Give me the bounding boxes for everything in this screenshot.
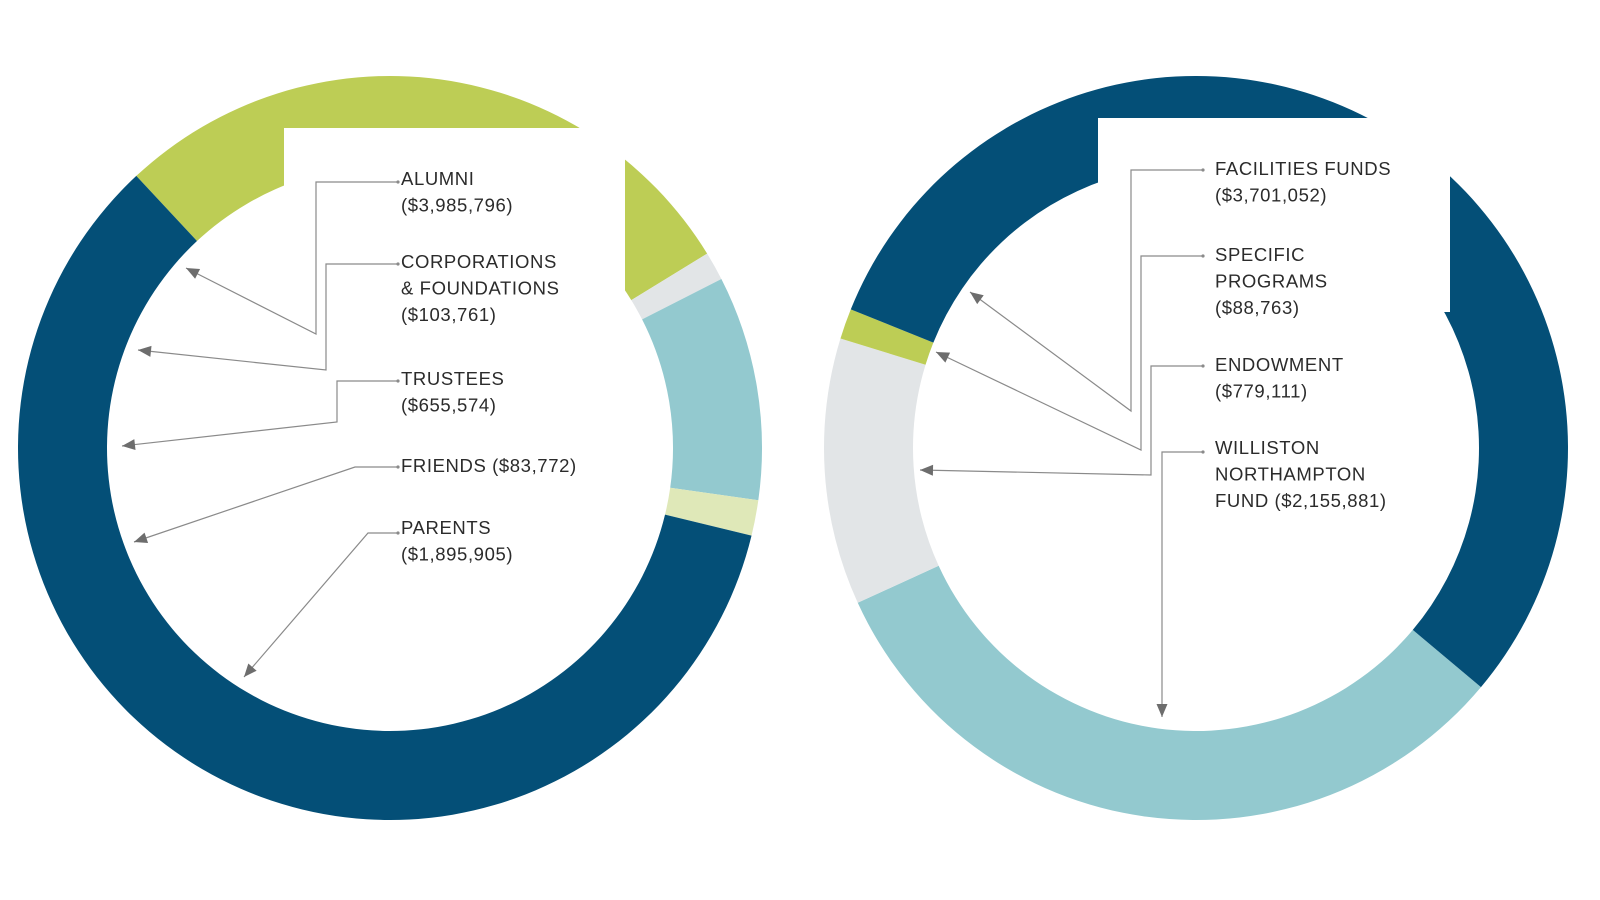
leader-line-facilities-funds: [969, 169, 1203, 413]
slice-trustees: [642, 278, 762, 501]
leader-line-williston-northampton-fund: [1161, 451, 1203, 717]
leader-dot: [1201, 450, 1205, 454]
label-line: & FOUNDATIONS: [401, 278, 560, 299]
label-line: ENDOWMENT: [1215, 354, 1344, 375]
slice-friends: [631, 253, 722, 320]
leader-dot: [396, 379, 400, 383]
label-line: ($88,763): [1215, 297, 1300, 318]
label-corporations-and-foundations: CORPORATIONS & FOUNDATIONS ($103,761): [401, 251, 560, 325]
label-line: CORPORATIONS: [401, 251, 557, 272]
arrowhead-friends: [134, 532, 149, 544]
leader-dot: [1201, 254, 1205, 258]
slice-corporations-and-foundations: [665, 487, 759, 536]
leader-dot: [396, 262, 400, 266]
label-friends: FRIENDS ($83,772): [401, 455, 577, 476]
arrowhead-trustees: [122, 439, 136, 451]
donut-chart-gift-designations: FACILITIES FUNDS ($3,701,052) SPECIFIC PROG…: [824, 75, 1569, 820]
label-line: TRUSTEES: [401, 368, 504, 389]
arrowhead-williston-northampton-fund: [1156, 704, 1168, 717]
slice-specific-programs: [840, 309, 934, 365]
label-line: NORTHAMPTON: [1215, 464, 1366, 485]
label-parents: PARENTS ($1,895,905): [401, 517, 513, 565]
leader-dot: [1201, 364, 1205, 368]
label-line: ALUMNI: [401, 168, 475, 189]
leader-line-endowment: [919, 365, 1203, 476]
label-line: FACILITIES FUNDS: [1215, 158, 1391, 179]
leader-dot: [396, 465, 400, 469]
label-line: ($1,895,905): [401, 544, 513, 565]
label-endowment: ENDOWMENT ($779,111): [1215, 354, 1344, 402]
arrowhead-facilities-funds: [970, 292, 984, 305]
label-line: ($103,761): [401, 304, 496, 325]
leader-line-friends: [133, 466, 398, 543]
donut-chart-gift-sources: ALUMNI ($3,985,796) CORPORATIONS & FOUNDATI…: [17, 76, 762, 821]
label-line: PROGRAMS: [1215, 271, 1328, 292]
leader-line-parents: [243, 532, 398, 678]
slice-endowment: [824, 338, 939, 603]
label-alumni: ALUMNI ($3,985,796): [401, 168, 513, 216]
leader-dot: [396, 180, 400, 184]
leader-line-trustees: [121, 380, 398, 447]
label-line: FRIENDS ($83,772): [401, 455, 577, 476]
leader-dot: [1201, 168, 1205, 172]
label-facilities-funds: FACILITIES FUNDS ($3,701,052): [1215, 158, 1391, 206]
leader-line-specific-programs: [935, 255, 1203, 451]
arrowhead-specific-programs: [936, 352, 951, 363]
label-line: PARENTS: [401, 517, 491, 538]
label-line: ($3,701,052): [1215, 185, 1327, 206]
label-williston-northampton-fund: WILLISTON NORTHAMPTON FUND ($2,155,881): [1215, 437, 1387, 511]
arrowhead-alumni: [186, 268, 201, 279]
slice-williston-northampton-fund: [857, 565, 1481, 820]
arrowhead-endowment: [920, 464, 934, 476]
arrowhead-parents: [244, 663, 257, 677]
label-line: WILLISTON: [1215, 437, 1320, 458]
label-line: ($3,985,796): [401, 195, 513, 216]
label-panel: [1098, 118, 1450, 312]
label-line: ($779,111): [1215, 381, 1308, 402]
label-specific-programs: SPECIFIC PROGRAMS ($88,763): [1215, 244, 1328, 318]
label-line: SPECIFIC: [1215, 244, 1305, 265]
leader-line-alumni: [185, 181, 398, 335]
label-panel: [284, 128, 625, 292]
slice-alumni: [17, 175, 752, 821]
label-line: ($655,574): [401, 395, 496, 416]
arrowhead-corporations-and-foundations: [138, 345, 152, 357]
label-trustees: TRUSTEES ($655,574): [401, 368, 504, 416]
leader-dot: [396, 531, 400, 535]
label-line: FUND ($2,155,881): [1215, 490, 1387, 511]
leader-line-corporations-and-foundations: [137, 263, 398, 371]
